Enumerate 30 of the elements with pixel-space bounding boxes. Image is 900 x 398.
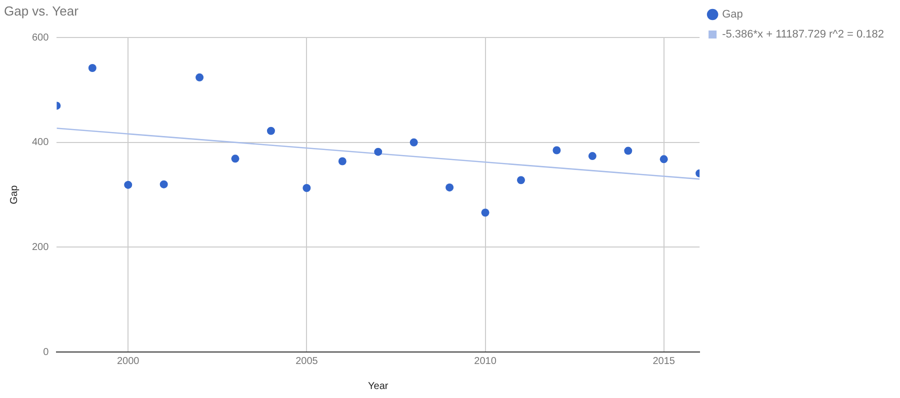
point [302, 184, 311, 192]
point [552, 146, 561, 154]
point [588, 152, 596, 160]
chart-title: Gap vs. Year [4, 3, 80, 18]
point [516, 176, 525, 184]
y-tick-label: 0 [43, 346, 50, 358]
point [196, 73, 204, 82]
x-axis-title: Year [368, 380, 389, 392]
x-tick-label: 2005 [296, 356, 318, 367]
x-tick-label: 2015 [652, 356, 676, 367]
point [124, 180, 132, 189]
y-tick-label: 200 [32, 242, 50, 253]
point [410, 138, 418, 146]
point [338, 157, 346, 166]
point [660, 155, 668, 164]
point [231, 154, 240, 163]
legend-label: Gap [722, 8, 743, 21]
x-tick-label: 2000 [116, 356, 140, 367]
point [266, 126, 275, 135]
point [88, 64, 96, 72]
point [160, 180, 168, 188]
legend-label: -5.386*x + 11187.729 r^2 = 0.182 [722, 28, 884, 41]
y-tick-label: 600 [32, 32, 50, 44]
y-tick-label: 400 [32, 137, 50, 148]
x-tick-label: 2010 [474, 356, 497, 367]
point [624, 146, 632, 155]
point [481, 208, 490, 217]
point [446, 183, 454, 192]
y-axis-title: Gap [8, 184, 20, 204]
point [374, 148, 382, 156]
